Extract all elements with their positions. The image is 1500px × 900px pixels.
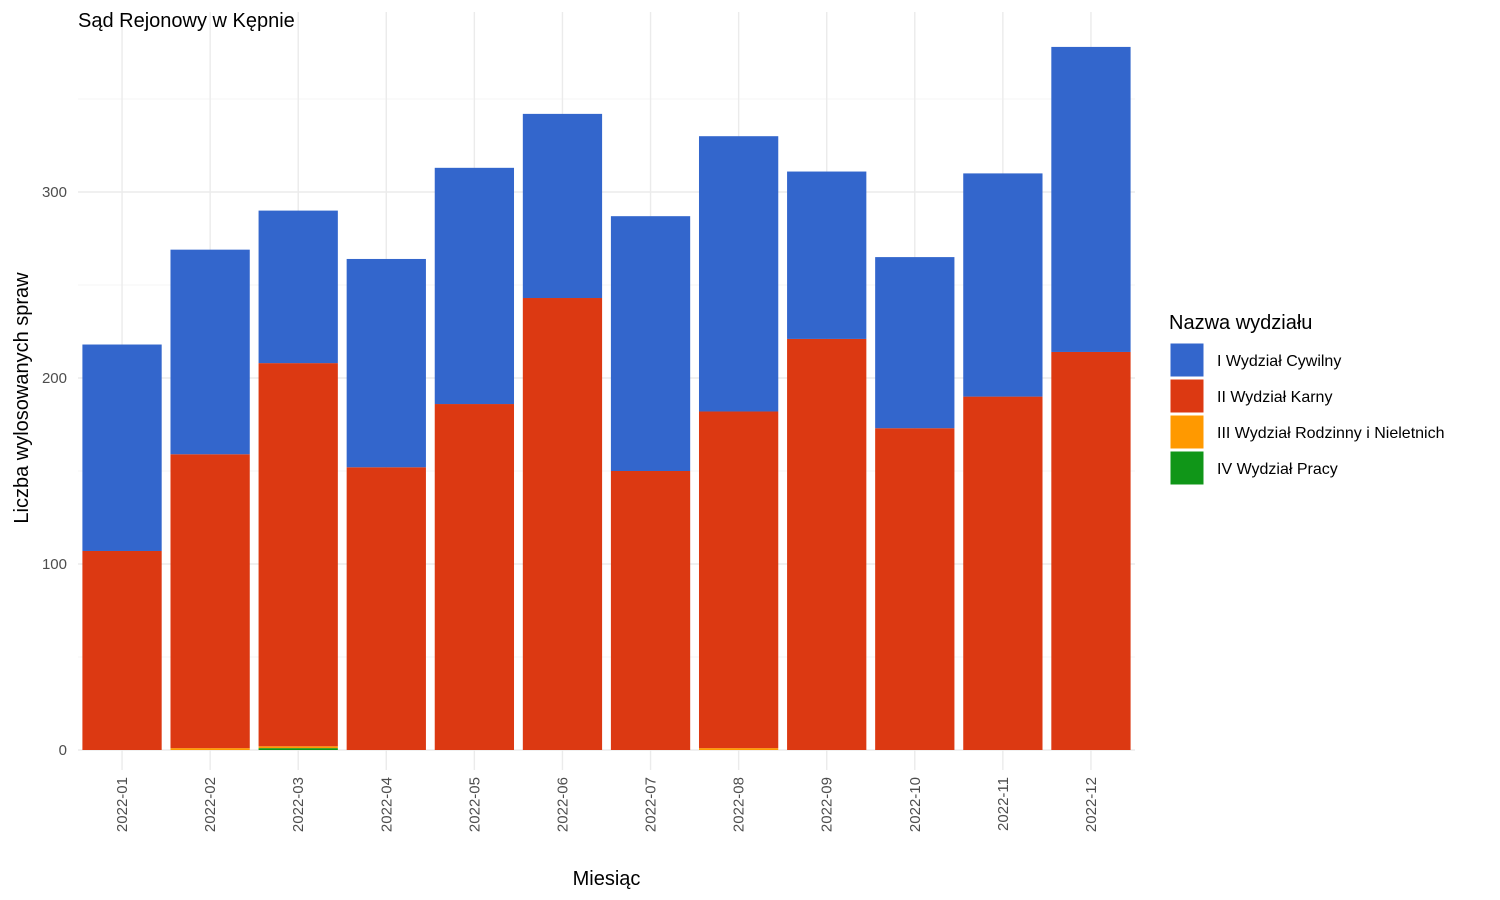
- bar-segment-2022-02-s3: [170, 249, 250, 455]
- legend-key: [1169, 342, 1205, 378]
- legend-key: [1169, 378, 1205, 414]
- bar-segment-2022-03-s1: [258, 746, 338, 749]
- bar-segment-2022-04-s3: [346, 258, 426, 468]
- x-tick-label: 2022-08: [731, 777, 748, 832]
- legend: Nazwa wydziału I Wydział Cywilny II Wydzi…: [1169, 312, 1445, 486]
- y-tick-label: 0: [59, 742, 67, 759]
- bar-segment-2022-05-s2: [434, 404, 515, 750]
- bar-segment-2022-03-s2: [258, 363, 338, 747]
- y-tick-label: 100: [42, 556, 67, 573]
- x-tick-label: 2022-06: [554, 777, 571, 832]
- bar-segment-2022-10-s2: [875, 428, 955, 750]
- x-tick-label: 2022-12: [1083, 777, 1100, 832]
- y-tick-label: 300: [42, 184, 67, 201]
- x-tick-label: 2022-05: [466, 777, 483, 832]
- bar-segment-2022-06-s3: [522, 113, 603, 299]
- bar-segment-2022-04-s2: [346, 467, 426, 750]
- bar-segment-2022-09-s2: [787, 338, 867, 750]
- bar-segment-2022-06-s2: [522, 298, 603, 750]
- legend-label: II Wydział Karny: [1217, 389, 1332, 406]
- bar-segment-2022-02-s1: [170, 748, 250, 750]
- bar-segment-2022-01-s2: [82, 550, 162, 750]
- bar-segment-2022-12-s3: [1051, 46, 1131, 352]
- bar-segment-2022-08-s2: [698, 411, 779, 749]
- bar-segment-2022-07-s2: [610, 471, 691, 750]
- bar-segment-2022-11-s3: [963, 173, 1043, 397]
- bar-segment-2022-03-s0: [258, 748, 338, 750]
- x-tick-label: 2022-09: [819, 777, 836, 832]
- x-tick-label: 2022-03: [290, 777, 307, 832]
- legend-title: Nazwa wydziału: [1169, 312, 1312, 334]
- legend-label: IV Wydział Pracy: [1217, 461, 1338, 478]
- y-tick-label: 200: [42, 370, 67, 387]
- chart-title: Sąd Rejonowy w Kępnie: [78, 10, 295, 32]
- x-tick-label: 2022-04: [378, 777, 395, 832]
- legend-key: [1169, 450, 1205, 486]
- x-axis-ticks: 2022-01 2022-02 2022-03 2022-04 2022-05 2022-…: [114, 777, 1100, 832]
- bar-segment-2022-05-s3: [434, 167, 515, 405]
- bar-segment-2022-10-s3: [875, 257, 955, 429]
- bar-segment-2022-02-s2: [170, 454, 250, 749]
- legend-label: I Wydział Cywilny: [1217, 353, 1341, 370]
- x-tick-label: 2022-02: [202, 777, 219, 832]
- bar-segment-2022-08-s1: [698, 748, 779, 750]
- x-tick-label: 2022-11: [995, 777, 1012, 831]
- bars: [82, 46, 1131, 750]
- bar-segment-2022-08-s3: [698, 136, 779, 412]
- y-axis-ticks: 0 100 200 300: [42, 184, 67, 759]
- bar-segment-2022-11-s2: [963, 396, 1043, 750]
- x-tick-label: 2022-07: [643, 777, 660, 832]
- legend-label: III Wydział Rodzinny i Nieletnich: [1217, 425, 1445, 442]
- x-tick-label: 2022-10: [907, 777, 924, 832]
- legend-key: [1169, 414, 1205, 450]
- bar-segment-2022-03-s3: [258, 210, 338, 364]
- bar-segment-2022-01-s3: [82, 344, 162, 551]
- x-axis-title: Miesiąc: [573, 868, 641, 890]
- bar-segment-2022-09-s3: [787, 171, 867, 339]
- bar-segment-2022-07-s3: [610, 216, 691, 471]
- bar-segment-2022-12-s2: [1051, 351, 1131, 750]
- y-axis-title: Liczba wylosowanych spraw: [11, 272, 33, 524]
- x-tick-label: 2022-01: [114, 777, 131, 832]
